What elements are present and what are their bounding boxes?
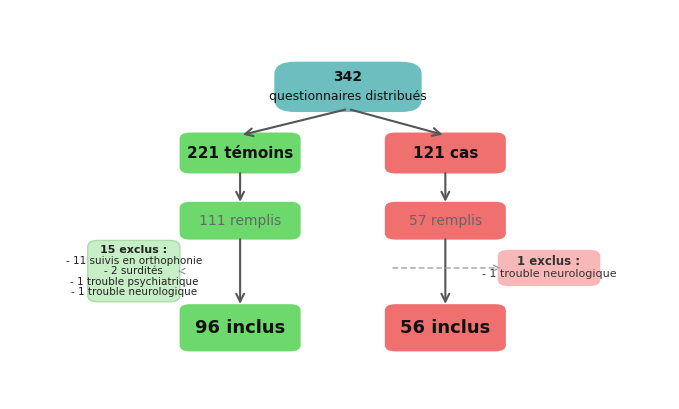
Text: 221 témoins: 221 témoins (187, 146, 293, 160)
FancyBboxPatch shape (385, 202, 506, 240)
FancyBboxPatch shape (179, 202, 301, 240)
Text: questionnaires distribués: questionnaires distribués (269, 90, 427, 103)
Text: 111 remplis: 111 remplis (199, 214, 281, 228)
Text: 1 exclus :: 1 exclus : (517, 255, 581, 268)
FancyBboxPatch shape (385, 304, 506, 351)
Text: - 1 trouble neurologique: - 1 trouble neurologique (71, 287, 197, 297)
Text: - 1 trouble psychiatrique: - 1 trouble psychiatrique (69, 276, 198, 286)
Text: - 1 trouble neurologique: - 1 trouble neurologique (481, 270, 617, 279)
FancyBboxPatch shape (498, 250, 600, 286)
Text: 342: 342 (333, 70, 363, 84)
FancyBboxPatch shape (274, 62, 422, 112)
Text: 96 inclus: 96 inclus (195, 319, 285, 337)
Text: 15 exclus :: 15 exclus : (100, 245, 168, 255)
FancyBboxPatch shape (179, 133, 301, 173)
Text: 57 remplis: 57 remplis (409, 214, 482, 228)
FancyBboxPatch shape (385, 133, 506, 173)
Text: 56 inclus: 56 inclus (400, 319, 490, 337)
Text: - 11 suivis en orthophonie: - 11 suivis en orthophonie (66, 256, 202, 266)
Text: - 2 surdités: - 2 surdités (105, 266, 163, 276)
FancyBboxPatch shape (179, 304, 301, 351)
Text: 121 cas: 121 cas (413, 146, 478, 160)
FancyBboxPatch shape (88, 240, 180, 302)
